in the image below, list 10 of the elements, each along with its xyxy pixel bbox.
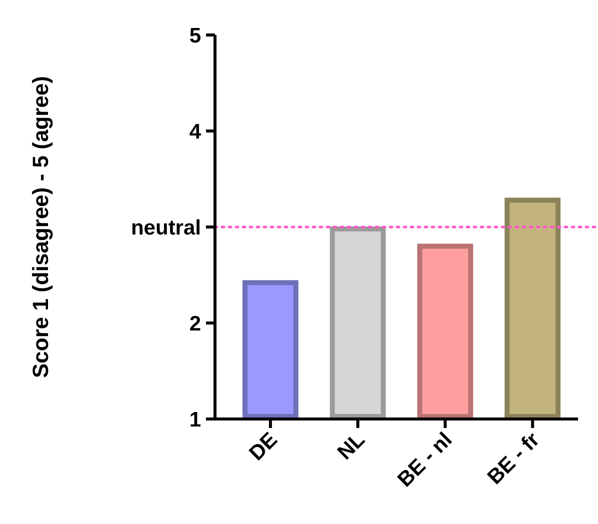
x-tick-label: BE - nl (393, 428, 457, 492)
y-axis-title: Score 1 (disagree) - 5 (agree) (28, 76, 53, 378)
x-tick-label: BE - fr (483, 428, 544, 490)
y-tick-label: 5 (189, 24, 202, 48)
y-tick-label: 2 (189, 312, 201, 336)
y-tick-label: 1 (189, 408, 202, 432)
x-tick-label: DE (245, 428, 282, 466)
y-tick-label: neutral (130, 216, 201, 240)
x-tick-label: NL (333, 428, 370, 464)
y-tick-label: 4 (189, 120, 202, 144)
